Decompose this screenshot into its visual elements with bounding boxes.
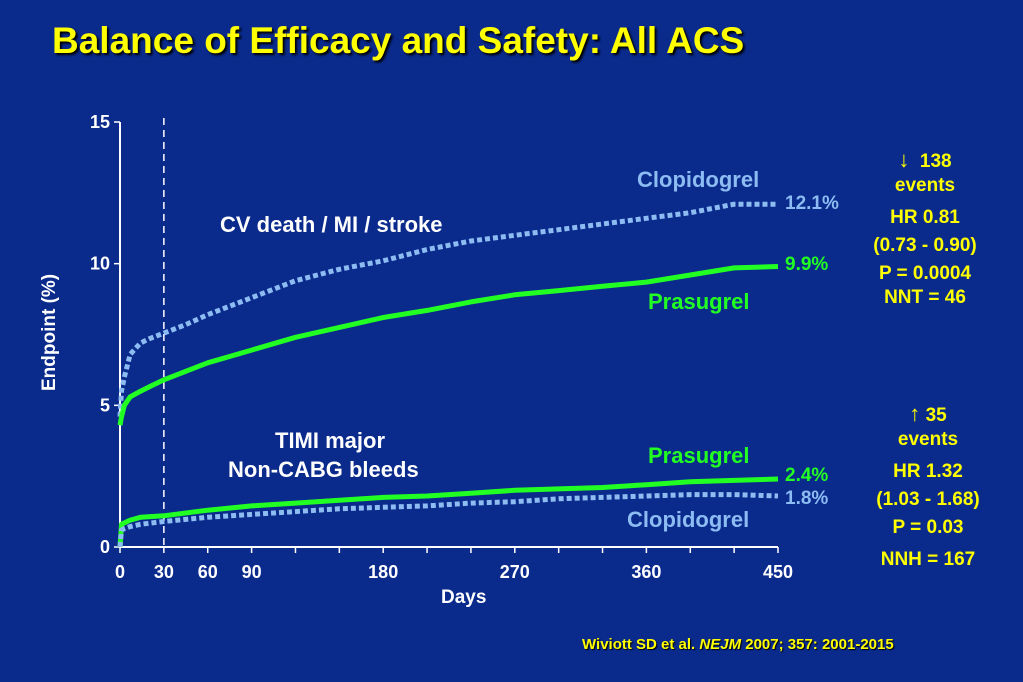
x-axis-label: Days [441, 587, 487, 608]
citation-journal: NEJM [699, 636, 742, 653]
efficacy-events-count: 138 [919, 151, 952, 172]
y-axis-label: Endpoint (%) [39, 273, 60, 391]
safety-hr: HR 1.32 [893, 461, 963, 482]
x-tick-label: 180 [368, 562, 398, 582]
efficacy-events-word: events [894, 175, 956, 196]
safety-events-count: 35 [925, 405, 947, 426]
series-prasugrel-efficacy [117, 264, 779, 426]
y-tick-label: 15 [90, 112, 110, 132]
efficacy-stats: ↓ 138 events HR 0.81 (0.73 - 0.90) P = 0… [850, 146, 1000, 312]
x-tick-label: 450 [763, 562, 793, 582]
slide-title: Balance of Efficacy and Safety: All ACS [52, 20, 745, 61]
x-tick-label: 0 [115, 562, 125, 582]
x-tick-label: 270 [500, 562, 530, 582]
prasugrel-efficacy-end-value: 9.9% [785, 254, 829, 275]
x-tick-label: 360 [631, 562, 661, 582]
citation-authors: Wiviott SD et al. [582, 636, 700, 653]
chart-axes: 0 30 60 90 180 270 360 450 0 5 10 15 [90, 112, 793, 582]
efficacy-endpoint-label: CV death / MI / stroke [220, 212, 443, 237]
safety-stats: ↑ 35 events HR 1.32 (1.03 - 1.68) P = 0.… [853, 400, 1003, 574]
series-clopidogrel-bleeding [117, 492, 779, 548]
efficacy-p: P = 0.0004 [878, 263, 972, 284]
safety-nnh: NNH = 167 [880, 549, 976, 570]
clopidogrel-bleeding-label: Clopidogrel [627, 507, 750, 532]
prasugrel-bleeding-end-value: 2.4% [785, 465, 829, 486]
efficacy-nnt: NNT = 46 [884, 287, 966, 308]
clopidogrel-efficacy-end-value: 12.1% [785, 193, 839, 214]
clopidogrel-bleeding-end-value: 1.8% [785, 488, 829, 509]
efficacy-hr: HR 0.81 [890, 207, 960, 228]
citation-rest: 2007; 357: 2001-2015 [741, 636, 894, 653]
efficacy-ci: (0.73 - 0.90) [873, 235, 977, 256]
safety-endpoint-label-line2: Non-CABG bleeds [228, 457, 419, 482]
citation: Wiviott SD et al. NEJM 2007; 357: 2001-2… [582, 636, 894, 653]
prasugrel-bleeding-label: Prasugrel [648, 443, 750, 468]
prasugrel-efficacy-label: Prasugrel [648, 289, 750, 314]
x-tick-label: 30 [154, 562, 174, 582]
down-arrow-icon: ↓ [898, 147, 910, 172]
x-tick-label: 60 [198, 562, 218, 582]
up-arrow-icon: ↑ [909, 401, 921, 426]
series-clopidogrel-efficacy [117, 201, 778, 417]
safety-endpoint-label-line1: TIMI major [275, 428, 386, 453]
y-tick-label: 0 [100, 537, 110, 557]
y-tick-label: 5 [100, 395, 110, 415]
safety-ci: (1.03 - 1.68) [876, 489, 980, 510]
clopidogrel-efficacy-label: Clopidogrel [637, 167, 760, 192]
series-prasugrel-bleeding [117, 476, 779, 548]
safety-events-word: events [897, 429, 959, 450]
safety-p: P = 0.03 [892, 517, 964, 538]
x-tick-label: 90 [242, 562, 262, 582]
y-tick-label: 10 [90, 254, 110, 274]
chart-series [117, 201, 779, 548]
